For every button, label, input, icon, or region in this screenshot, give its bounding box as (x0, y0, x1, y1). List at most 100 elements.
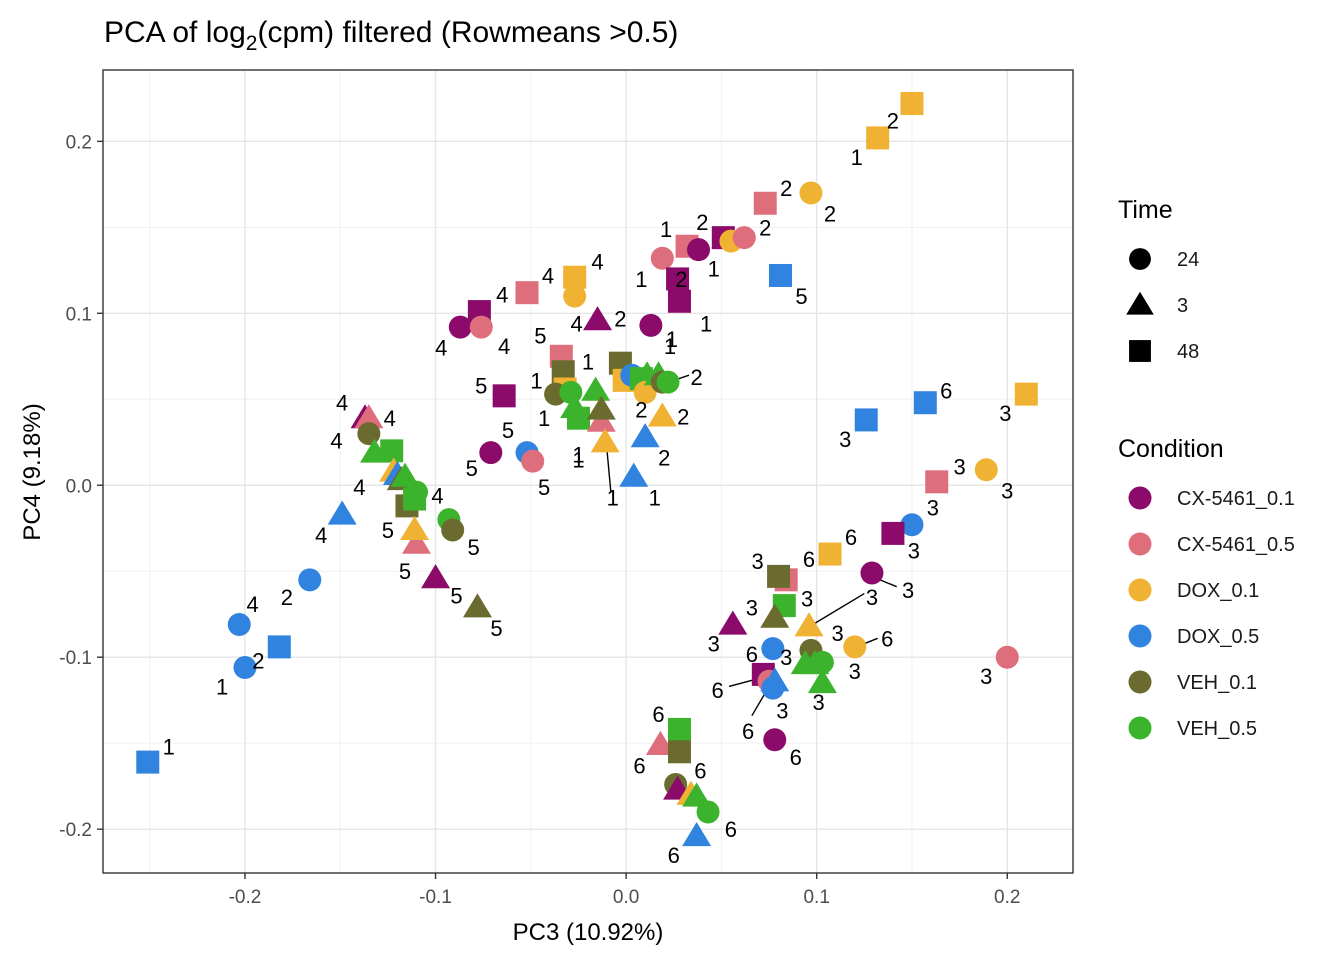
legend-condition-label: CX-5461_0.5 (1177, 534, 1295, 556)
data-point (767, 564, 791, 588)
data-point (732, 226, 756, 250)
point-label: 1 (664, 334, 676, 359)
data-point (900, 92, 924, 116)
point-label: 4 (315, 523, 327, 548)
data-point (267, 635, 291, 659)
point-label: 3 (780, 645, 792, 670)
data-point (995, 645, 1019, 669)
data-point (390, 462, 420, 487)
chart-title: PCA of log2(cpm) filtered (Rowmeans >0.5… (104, 16, 678, 55)
legend-time-label: 24 (1177, 249, 1199, 271)
legend-time-title: Time (1118, 196, 1173, 224)
legend-condition-key (1128, 624, 1152, 648)
point-label: 1 (607, 485, 619, 510)
legend-time-item: 3 (1126, 291, 1188, 317)
data-point (900, 513, 924, 537)
data-point (718, 610, 748, 635)
point-label: 1 (572, 447, 584, 472)
data-point (656, 370, 680, 394)
point-label: 3 (746, 595, 758, 620)
point-label: 2 (658, 446, 670, 471)
point-label: 2 (281, 585, 293, 610)
y-axis-ticks: -0.2 -0.1 0.0 0.1 0.2 (59, 132, 103, 841)
data-point (563, 265, 587, 289)
point-label: 1 (660, 217, 672, 242)
point-label: 6 (725, 817, 737, 842)
y-axis-title: PC4 (9.18%) (19, 403, 46, 540)
point-label: 6 (633, 754, 645, 779)
data-point (667, 740, 691, 764)
legend-condition-item: VEH_0.5 (1128, 716, 1257, 740)
point-label: 5 (534, 324, 546, 349)
legend-condition-label: VEH_0.5 (1177, 718, 1257, 740)
grid-lines (103, 70, 1073, 873)
data-point (227, 613, 251, 637)
data-point (581, 376, 611, 401)
data-point (761, 676, 785, 700)
point-label: 6 (742, 719, 754, 744)
y-tick-label: -0.2 (59, 820, 92, 841)
point-label: 5 (399, 559, 411, 584)
x-tick-label: 0.1 (803, 887, 829, 908)
data-point (479, 441, 503, 465)
point-label: 5 (502, 418, 514, 443)
data-point (696, 800, 720, 824)
data-point (807, 668, 837, 694)
point-label: 1 (700, 312, 712, 337)
data-point (492, 384, 516, 408)
data-point (583, 306, 613, 331)
data-point (799, 181, 823, 205)
point-label: 4 (353, 475, 365, 500)
data-point (881, 521, 905, 545)
point-label: 3 (1001, 478, 1013, 503)
point-label: 6 (881, 626, 893, 651)
point-label: 5 (466, 456, 478, 481)
legend-condition-key (1128, 716, 1152, 740)
point-label: 3 (980, 664, 992, 689)
point-label: 6 (803, 547, 815, 572)
y-tick-label: 0.2 (66, 132, 92, 153)
point-label: 3 (776, 699, 788, 724)
data-point (790, 650, 820, 675)
point-label: 3 (999, 401, 1011, 426)
data-point (843, 635, 867, 659)
point-label: 6 (790, 745, 802, 770)
y-tick-label: 0.1 (66, 304, 92, 325)
point-label: 6 (845, 525, 857, 550)
point-label: 3 (953, 454, 965, 479)
point-label: 1 (649, 485, 661, 510)
leader-line (606, 450, 612, 493)
y-tick-label: 0.0 (66, 476, 92, 497)
point-label: 3 (708, 631, 720, 656)
point-label: 3 (927, 496, 939, 521)
point-label: 5 (468, 535, 480, 560)
point-label: 1 (163, 735, 175, 760)
point-label: 6 (694, 759, 706, 784)
point-label: 5 (490, 616, 502, 641)
data-point (682, 782, 712, 807)
point-label: 2 (677, 404, 689, 429)
data-point (380, 439, 404, 463)
legend-time-label: 48 (1177, 341, 1199, 363)
point-label: 6 (668, 843, 680, 868)
point-label: 4 (435, 336, 447, 361)
data-point (854, 408, 878, 432)
point-label: 3 (908, 539, 920, 564)
data-point (630, 423, 660, 448)
data-point (298, 568, 322, 592)
point-label: 5 (475, 374, 487, 399)
data-point (586, 395, 616, 420)
data-point (400, 515, 430, 541)
point-label: 3 (839, 427, 851, 452)
legend-condition-label: DOX_0.1 (1177, 580, 1259, 602)
point-label: 4 (570, 312, 582, 337)
data-point (521, 449, 545, 473)
chart-title-main: PCA of log (104, 16, 246, 49)
data-point (233, 656, 257, 680)
point-label: 1 (216, 674, 228, 699)
data-point (645, 730, 675, 755)
data-point (619, 462, 649, 487)
legend-condition-key (1128, 486, 1152, 510)
legend-condition-key (1128, 578, 1152, 602)
point-label: 1 (530, 368, 542, 393)
